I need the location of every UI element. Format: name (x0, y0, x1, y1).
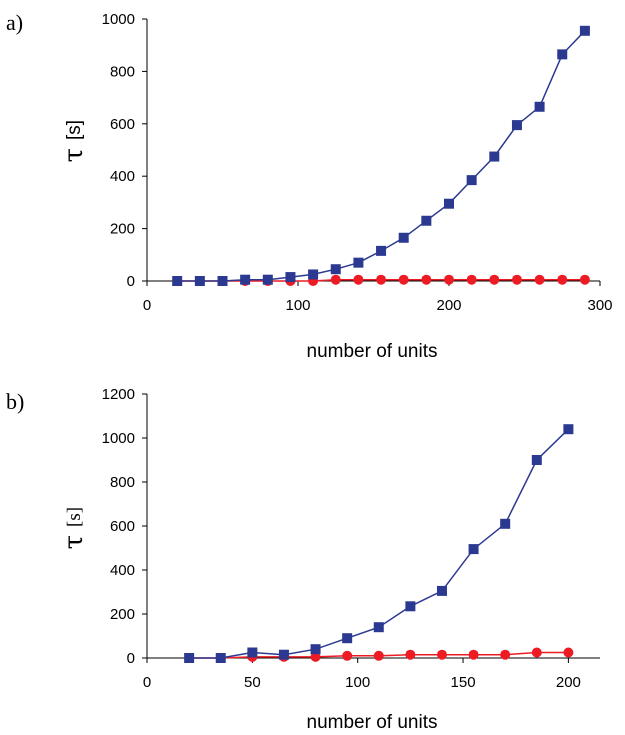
circle-marker-a (398, 274, 409, 285)
plot-area-a: 0 200 400 600 800 1000 0 100 200 300 (102, 11, 613, 314)
plot-area-b: 0 200 400 600 800 1000 1200 0 50 100 150 200 (102, 386, 600, 691)
y-axis-symbol-b: τ (59, 535, 89, 549)
square-marker-a (511, 120, 522, 131)
x-tick-label-b: 50 (244, 674, 261, 691)
x-tick-label-a: 0 (143, 297, 151, 314)
y-tick-label-a: 400 (110, 168, 135, 185)
panel-a: a) number of units τ [s] 0 200 400 600 800 10… (6, 10, 613, 362)
y-tick-label-b: 800 (110, 474, 135, 491)
circle-marker-b (563, 647, 574, 658)
square-marker-b (500, 518, 511, 529)
square-marker-a (489, 151, 500, 162)
y-axis-label-b: τ [s] (59, 507, 89, 549)
y-tick-label-b: 200 (110, 606, 135, 623)
circle-marker-a (557, 274, 568, 285)
square-marker-b (468, 544, 479, 555)
circle-marker-b (373, 650, 384, 661)
circle-marker-a (376, 274, 387, 285)
square-marker-a (444, 198, 454, 209)
square-marker-a (421, 215, 432, 226)
panel-label-b: b) (6, 389, 24, 414)
square-marker-b (563, 424, 574, 435)
y-tick-label-b: 600 (110, 518, 135, 535)
panel-label-a: a) (6, 10, 23, 35)
square-marker-a (285, 272, 296, 283)
x-tick-label-b: 200 (556, 674, 581, 691)
square-marker-a (217, 276, 228, 286)
square-marker-b (405, 601, 416, 612)
square-marker-b (184, 653, 195, 663)
square-marker-a (466, 175, 477, 186)
y-tick-label-a: 800 (110, 63, 135, 80)
circle-marker-a (330, 274, 341, 285)
x-tick-label-a: 200 (436, 297, 461, 314)
square-marker-b (342, 633, 353, 644)
square-marker-a (194, 276, 205, 286)
square-marker-a (353, 257, 364, 268)
circle-marker-a (489, 274, 500, 285)
square-marker-a (240, 274, 251, 285)
circle-marker-a (579, 274, 590, 285)
x-axis-label-b: number of units (307, 712, 438, 733)
y-axis-unit-b: [s] (64, 507, 85, 527)
circle-marker-b (405, 649, 416, 660)
y-tick-label-a: 200 (110, 221, 135, 238)
x-tick-label-b: 0 (143, 674, 151, 691)
y-tick-label-a: 1000 (102, 11, 135, 28)
circle-marker-a (353, 274, 364, 285)
y-tick-label-a: 0 (127, 273, 135, 290)
y-tick-label-b: 1200 (102, 386, 135, 403)
square-marker-a (534, 101, 545, 112)
x-tick-label-b: 100 (345, 674, 370, 691)
square-marker-b (278, 649, 289, 660)
square-marker-b (531, 455, 542, 465)
y-tick-label-b: 400 (110, 562, 135, 579)
square-marker-a (172, 276, 183, 286)
square-marker-b (215, 653, 226, 663)
y-axis-unit-a: [s] (64, 120, 85, 140)
square-marker-a (308, 269, 319, 280)
x-axis-label-a: number of units (307, 341, 438, 362)
circle-marker-b (500, 649, 511, 660)
square-marker-b (436, 585, 447, 596)
circle-marker-b (468, 649, 479, 660)
circle-marker-b (310, 651, 321, 662)
y-axis-symbol-a: τ (59, 148, 89, 162)
circle-marker-a (534, 274, 545, 285)
circle-marker-b (531, 647, 542, 658)
circle-marker-a (466, 274, 477, 285)
square-marker-a (557, 49, 568, 60)
square-marker-a (376, 245, 387, 256)
circle-marker-b (436, 649, 447, 660)
square-marker-b (373, 622, 384, 633)
square-marker-a (579, 25, 590, 36)
y-axis-label-a: τ [s] (59, 120, 89, 162)
x-tick-label-a: 300 (587, 297, 612, 314)
square-marker-a (398, 232, 409, 243)
y-tick-label-b: 0 (127, 650, 135, 667)
x-tick-label-b: 150 (451, 674, 476, 691)
square-marker-a (262, 274, 273, 285)
x-tick-label-a: 100 (285, 297, 310, 314)
square-marker-b (310, 644, 321, 655)
y-tick-label-b: 1000 (102, 430, 135, 447)
circle-marker-b (342, 650, 353, 661)
square-series-line-a (177, 30, 586, 282)
panel-b: b) number of units τ [s] 0 200 400 600 800 10… (6, 386, 600, 733)
square-marker-b (247, 647, 258, 658)
circle-marker-a (421, 274, 432, 285)
y-tick-label-a: 600 (110, 116, 135, 133)
circle-marker-a (444, 274, 454, 285)
circle-marker-a (511, 274, 522, 285)
square-marker-a (330, 264, 341, 275)
